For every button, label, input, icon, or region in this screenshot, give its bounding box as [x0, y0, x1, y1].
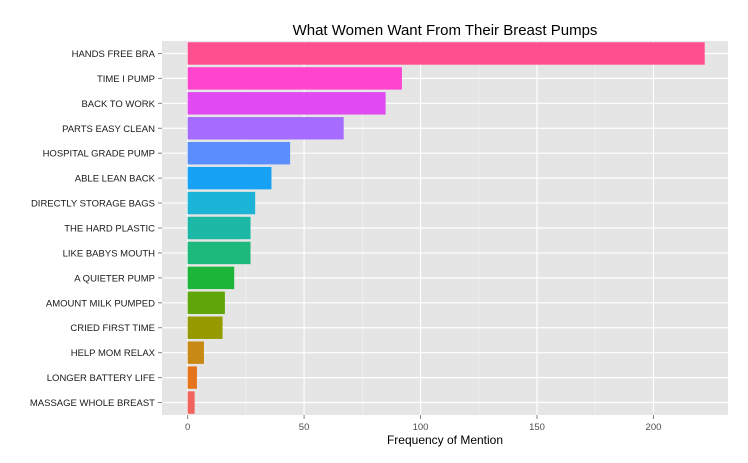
y-tick-label: HANDS FREE BRA: [72, 49, 156, 60]
x-tick-label: 50: [299, 422, 310, 433]
bar: [187, 316, 223, 339]
bar: [187, 366, 197, 389]
bar: [187, 391, 195, 414]
bar: [187, 291, 225, 315]
x-tick-label: 200: [646, 422, 662, 433]
bar: [187, 117, 344, 140]
y-tick-label: PARTS EASY CLEAN: [62, 124, 155, 135]
y-tick-label: HOSPITAL GRADE PUMP: [43, 149, 155, 160]
bar: [187, 266, 235, 290]
y-tick-label: BACK TO WORK: [81, 99, 155, 110]
chart-title: What Women Want From Their Breast Pumps: [293, 22, 598, 39]
bar: [187, 42, 705, 65]
bar: [187, 216, 251, 240]
x-tick-label: 0: [185, 422, 190, 433]
y-tick-label: MASSAGE WHOLE BREAST: [30, 398, 155, 409]
bar: [187, 191, 256, 215]
bar: [187, 166, 272, 190]
y-tick-label: A QUIETER PUMP: [74, 273, 155, 284]
y-tick-label: LIKE BABYS MOUTH: [63, 248, 156, 259]
x-axis-ticks: 0 50 100 150 200: [185, 415, 661, 433]
bar: [187, 92, 386, 115]
y-tick-label: HELP MOM RELAX: [71, 348, 156, 359]
y-tick-label: THE HARD PLASTIC: [64, 224, 155, 235]
bars: [187, 42, 705, 414]
x-tick-label: 100: [413, 422, 429, 433]
y-tick-label: CRIED FIRST TIME: [70, 323, 155, 334]
bar: [187, 67, 402, 90]
y-tick-label: ABLE LEAN BACK: [75, 174, 156, 185]
bar: [187, 141, 291, 165]
y-tick-label: DIRECTLY STORAGE BAGS: [31, 199, 155, 210]
y-tick-label: TIME I PUMP: [97, 74, 155, 85]
x-axis-title: Frequency of Mention: [387, 433, 503, 447]
y-tick-label: AMOUNT MILK PUMPED: [46, 298, 155, 309]
bar: [187, 241, 251, 265]
y-tick-label: LONGER BATTERY LIFE: [47, 373, 155, 384]
bar: [187, 341, 204, 364]
y-tick-labels: HANDS FREE BRA TIME I PUMP BACK TO WORK PAR…: [30, 49, 162, 409]
x-tick-label: 150: [529, 422, 545, 433]
